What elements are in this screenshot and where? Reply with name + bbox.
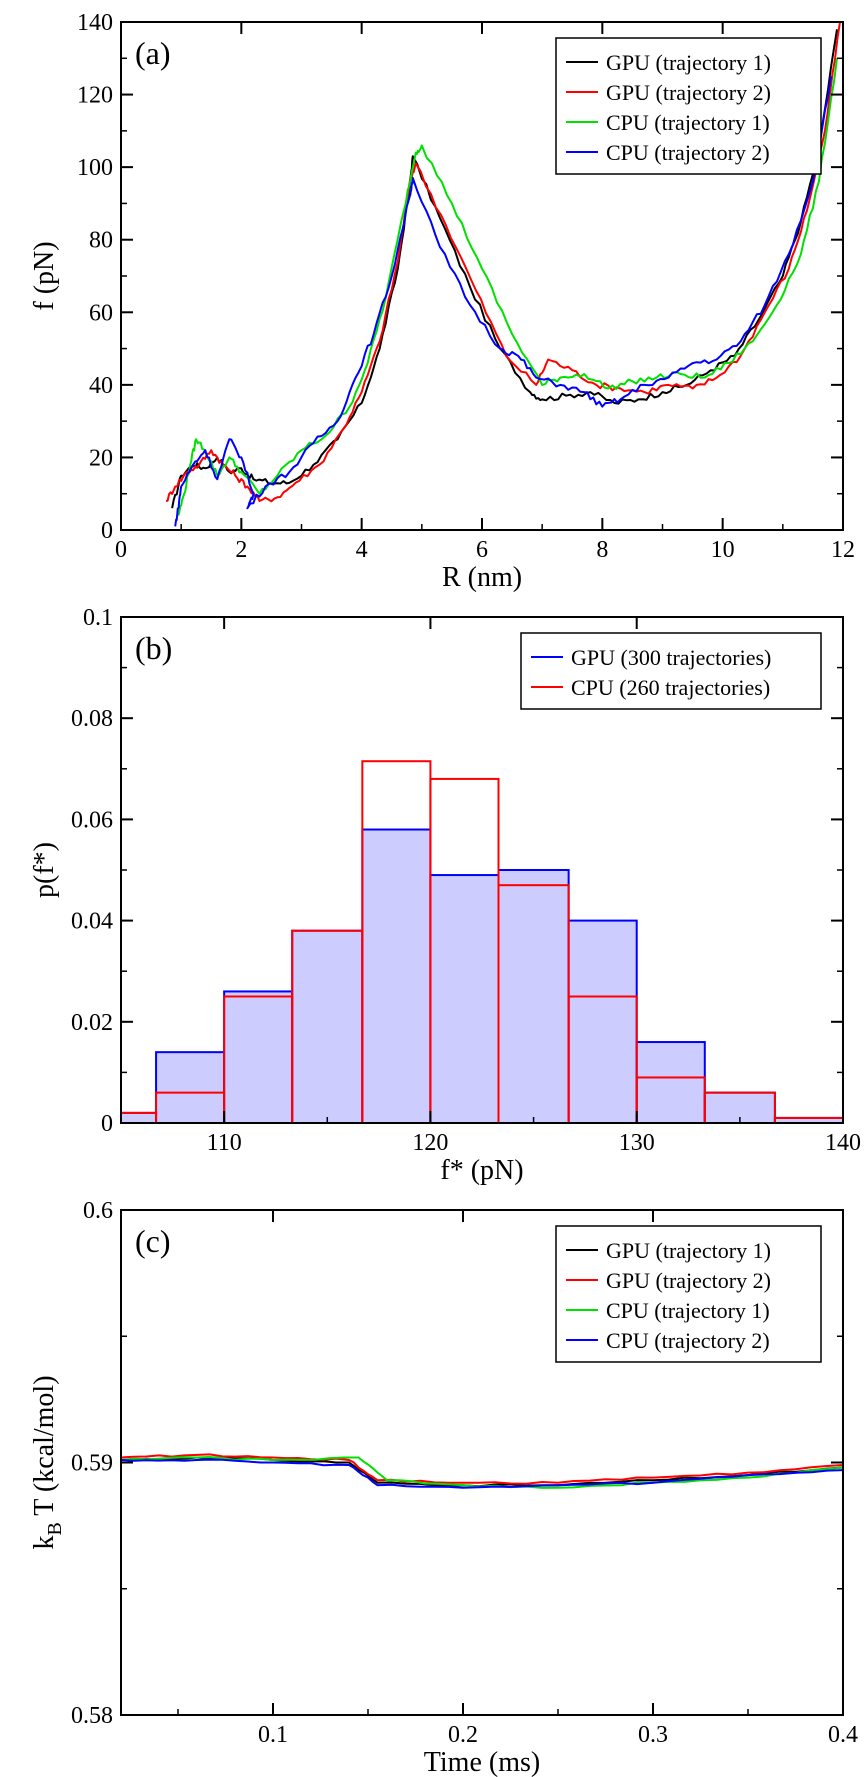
legend-entry: GPU (trajectory 1) [606,50,771,75]
legend-box [555,37,822,175]
x-tick-label: 12 [831,537,855,563]
bar-gpu [291,929,364,1123]
y-axis-label: kB T (kcal/mol) [29,1375,66,1549]
series-line [177,58,838,516]
panel-label: (a) [135,35,171,71]
bars-group [121,760,843,1123]
bar-gpu [635,1041,706,1123]
x-tick-label: 110 [207,1130,242,1156]
series-line [121,1453,843,1485]
chart-panel-2: 110 120 130 140 0 0.02 0.04 0.06 0.08 0.1 f* (pN) p… [29,605,861,1186]
series-line [121,1458,843,1489]
y-tick-label: 120 [77,83,113,109]
y-axis-label: f (pN) [29,241,60,310]
bar-gpu [361,828,432,1123]
chart-panel-3: 0.1 0.2 0.3 0.4 0.58 0.59 0.6 Time (ms) kB T (kc… [29,1198,858,1777]
bar-gpu [497,869,570,1123]
y-tick-label: 0.1 [83,605,113,631]
y-tick-label: 0.04 [71,909,113,935]
y-tick-label: 80 [89,228,113,254]
y-tick-label: 0.08 [71,706,113,732]
legend-box [520,632,822,710]
y-tick-label: 0 [101,518,113,544]
y-tick-label: 0.02 [71,1010,113,1036]
legend: GPU (trajectory 1) GPU (trajectory 2) CPU … [555,37,822,175]
y-tick-label: 0.59 [71,1451,113,1477]
series-line [174,76,832,527]
x-tick-label: 0.2 [448,1722,478,1748]
lines-group [165,22,841,527]
x-tick-label: 140 [825,1130,861,1156]
x-tick-label: 4 [356,537,368,563]
x-tick-label: 8 [596,537,608,563]
x-tick-label: 2 [235,537,247,563]
y-tick-label: 0.6 [83,1198,113,1224]
legend-entry: CPU (trajectory 2) [606,1328,770,1353]
legend-entry: GPU (300 trajectories) [571,645,771,670]
bar-gpu [429,874,500,1123]
x-tick-label: 0.3 [638,1722,668,1748]
x-axis-label: Time (ms) [424,1747,540,1777]
x-tick-label: 0.1 [258,1722,288,1748]
y-tick-label: 100 [77,155,113,181]
legend-entry: GPU (trajectory 2) [606,80,771,105]
x-tick-label: 130 [619,1130,655,1156]
legend-entry: CPU (trajectory 1) [606,1298,770,1323]
y-tick-label: 0 [101,1111,113,1137]
y-tick-label: 20 [89,445,113,471]
legend-entry: CPU (trajectory 2) [606,140,770,165]
y-tick-label: 0.58 [71,1703,113,1729]
y-axis-label-main: k [29,1536,60,1550]
bar-gpu [223,990,294,1123]
y-tick-label: 60 [89,300,113,326]
legend: GPU (trajectory 1) GPU (trajectory 2) CPU … [555,1225,822,1363]
y-tick-label: 0.06 [71,807,113,833]
lines-group [121,1453,843,1489]
series-line [165,22,841,503]
panel-label: (b) [135,630,172,666]
legend-entry: CPU (260 trajectories) [571,675,770,700]
legend-entry: CPU (trajectory 1) [606,110,770,135]
x-tick-label: 120 [412,1130,448,1156]
x-axis-label: R (nm) [442,562,522,593]
x-tick-label: 6 [476,537,488,563]
y-axis-label-rest: T (kcal/mol) [29,1375,60,1522]
y-axis-label: p(f*) [29,842,60,898]
bar-cpu [567,995,638,1123]
x-tick-label: 0.4 [828,1722,858,1748]
x-tick-label: 10 [711,537,735,563]
legend: GPU (300 trajectories) CPU (260 trajector… [520,632,822,710]
y-axis-label-sub: B [44,1522,66,1535]
x-tick-label: 0 [115,537,127,563]
legend-entry: GPU (trajectory 1) [606,1238,771,1263]
x-axis-label: f* (pN) [440,1155,523,1186]
legend-entry: GPU (trajectory 2) [606,1268,771,1293]
y-tick-label: 140 [77,10,113,36]
bar-gpu [155,1051,226,1123]
panel-label: (c) [135,1223,171,1259]
y-tick-label: 40 [89,373,113,399]
bar-cpu [703,1091,776,1123]
legend-box [555,1225,822,1363]
bar-gpu [567,919,638,1123]
